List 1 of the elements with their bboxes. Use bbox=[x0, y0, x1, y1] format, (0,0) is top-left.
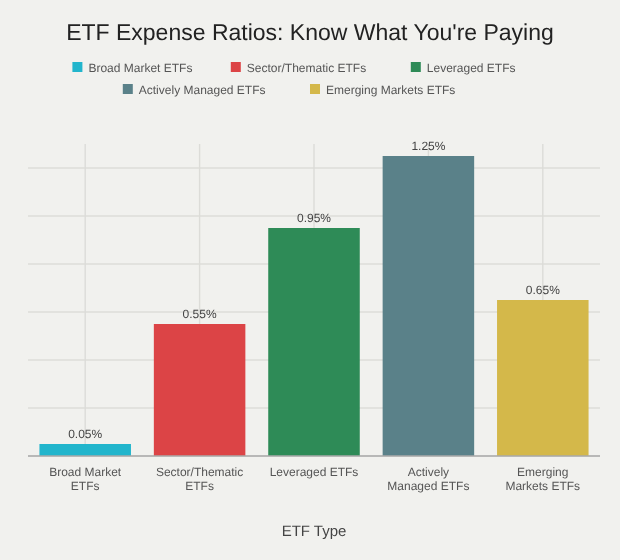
chart-title: ETF Expense Ratios: Know What You're Paying bbox=[66, 22, 554, 46]
